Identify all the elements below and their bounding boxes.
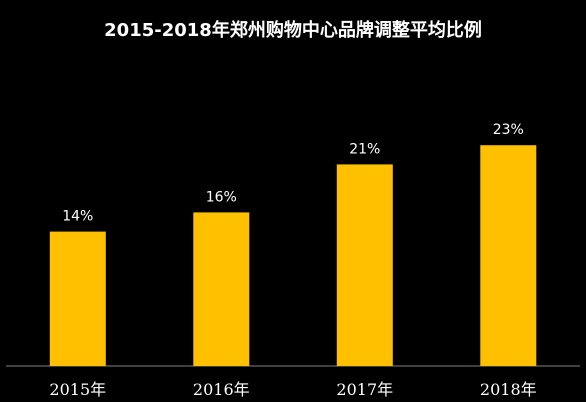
x-tick-label: 2016年 [193,380,250,399]
value-label: 23% [493,122,524,138]
value-labels-layer: 14% 16% 21% 23% [62,122,524,224]
x-tick-label: 2017年 [336,380,393,399]
chart-title: 2015-2018年郑州购物中心品牌调整平均比例 [104,20,482,41]
x-tick-label: 2015年 [49,380,106,399]
value-label: 21% [349,141,380,157]
value-label: 14% [62,209,93,225]
bar-2018年 [480,145,537,366]
tick-labels-layer: 2015年 2016年 2017年 2018年 [49,380,536,399]
bar-2017年 [336,164,393,366]
bar-2015年 [49,231,106,366]
bars-layer [49,145,537,366]
bar-2016年 [193,212,250,366]
value-label: 16% [206,189,237,205]
x-tick-label: 2018年 [480,380,537,399]
